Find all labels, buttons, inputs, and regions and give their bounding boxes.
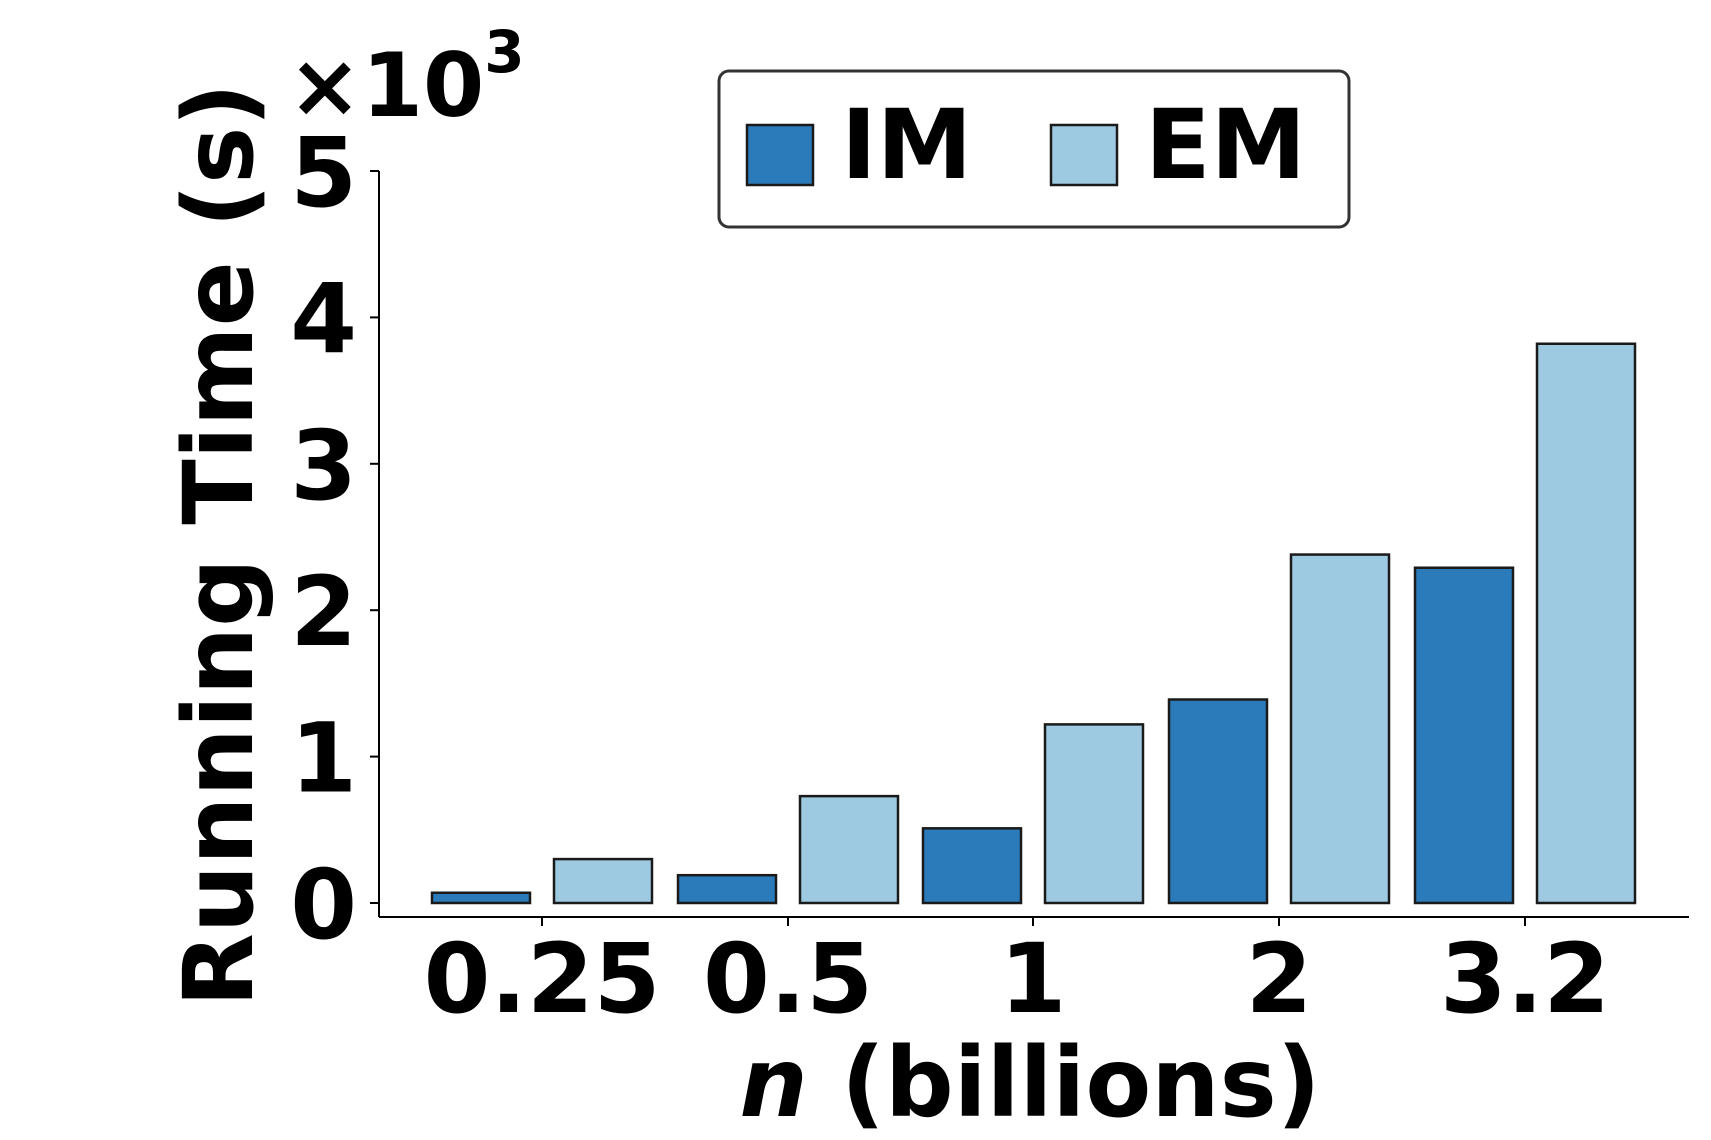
y-tick-label: 5 [290, 117, 357, 229]
bar-em-2 [1289, 553, 1391, 905]
bar-em-1 [1043, 723, 1145, 905]
x-axis-variable: n [739, 1027, 807, 1139]
x-tick-label: 3.2 [1440, 923, 1610, 1035]
y-tick-label: 3 [290, 410, 357, 522]
bars [430, 342, 1637, 905]
y-axis-label: Running Time (s) [163, 83, 275, 1007]
bar-im-0.5 [676, 873, 778, 905]
bar-im-0.25 [430, 891, 532, 905]
legend: IM EM [717, 69, 1351, 229]
legend-swatch-im [745, 123, 815, 187]
y-tick-label: 2 [290, 556, 357, 668]
y-axis-multiplier: ×103 [288, 18, 525, 137]
y-ticks: 0 1 2 3 4 5 [290, 117, 379, 961]
y-axis-multiplier-base: ×10 [288, 34, 484, 137]
legend-swatch-em [1049, 123, 1119, 187]
x-tick-label: 2 [1246, 923, 1313, 1035]
bar-im-3.2 [1413, 566, 1515, 905]
x-axis-label-rest: (billions) [808, 1027, 1321, 1139]
x-ticks: 0.25 0.5 1 2 3.2 [424, 917, 1610, 1035]
x-axis-label: n (billions) [739, 1027, 1320, 1139]
x-tick-label: 0.5 [703, 923, 873, 1035]
bar-em-0.5 [798, 794, 900, 905]
x-tick-label: 0.25 [424, 923, 661, 1035]
bar-em-0.25 [552, 857, 654, 905]
x-tick-label: 1 [1000, 923, 1067, 1035]
legend-label-em: EM [1145, 89, 1306, 201]
bar-im-2 [1167, 698, 1269, 905]
y-tick-label: 1 [290, 703, 357, 815]
bar-em-3.2 [1535, 342, 1637, 905]
y-tick-label: 0 [290, 849, 357, 961]
y-tick-label: 4 [290, 263, 357, 375]
legend-label-im: IM [841, 89, 972, 201]
bar-im-1 [921, 827, 1023, 905]
y-axis-multiplier-exponent: 3 [484, 18, 524, 86]
legend-frame [717, 69, 1351, 229]
